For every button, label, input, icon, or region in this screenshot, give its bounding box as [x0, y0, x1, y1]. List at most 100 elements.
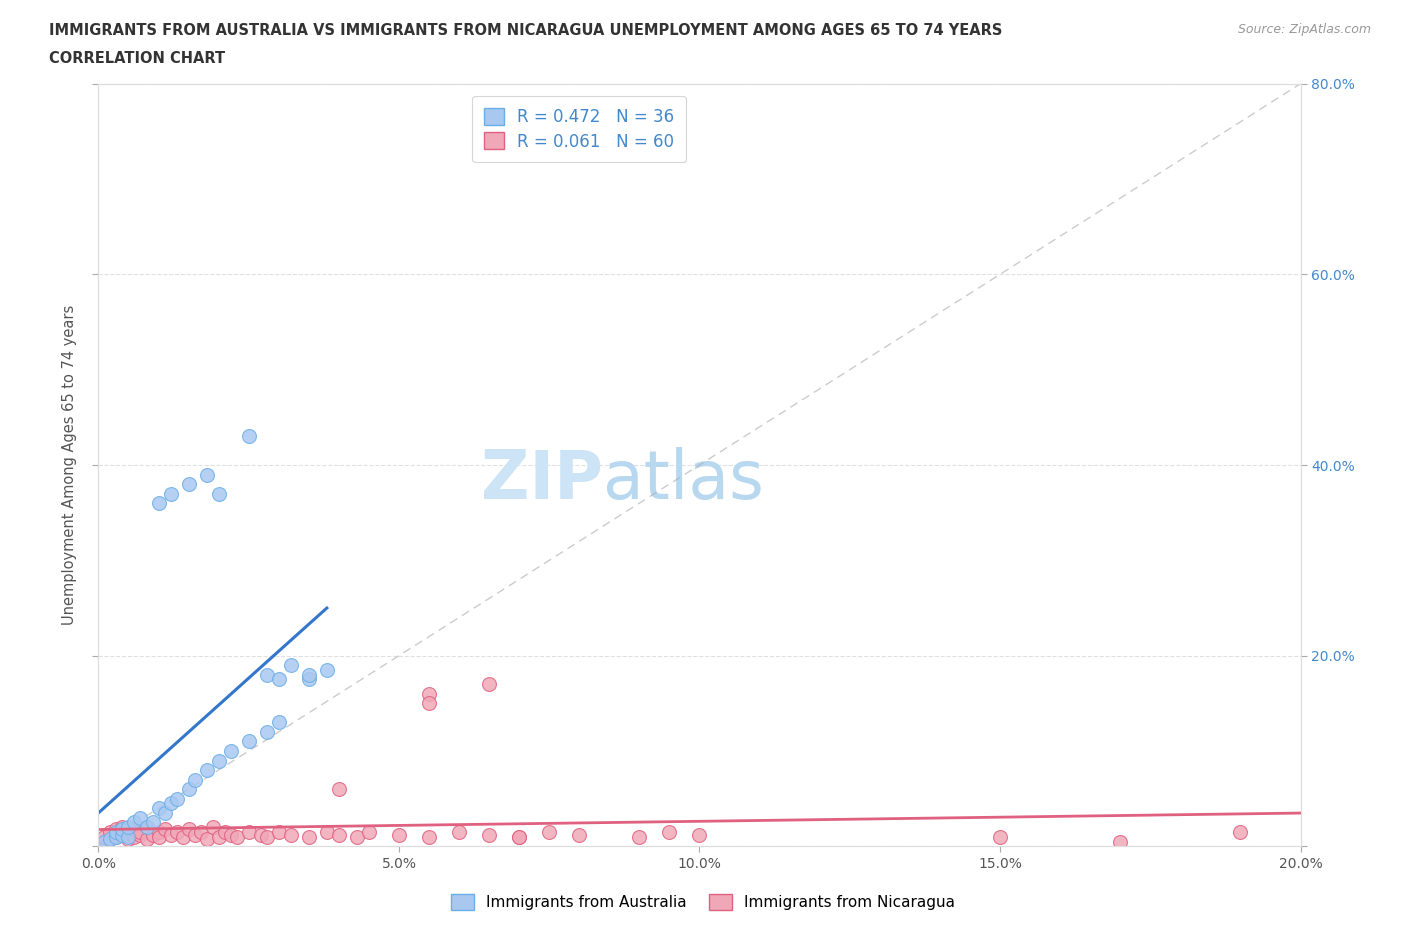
Point	[148, 825, 170, 840]
Point	[249, 828, 271, 843]
Point	[658, 825, 681, 840]
Point	[538, 825, 561, 840]
Point	[357, 825, 380, 840]
Point	[280, 658, 302, 672]
Point	[315, 662, 337, 677]
Point	[148, 801, 170, 816]
Point	[111, 822, 134, 837]
Point	[256, 724, 278, 739]
Point	[111, 828, 134, 843]
Point	[201, 820, 224, 835]
Point	[148, 496, 170, 511]
Point	[111, 828, 134, 843]
Legend: Immigrants from Australia, Immigrants from Nicaragua: Immigrants from Australia, Immigrants fr…	[443, 886, 963, 918]
Point	[153, 822, 176, 837]
Point	[238, 825, 260, 840]
Legend: R = 0.472   N = 36, R = 0.061   N = 60: R = 0.472 N = 36, R = 0.061 N = 60	[472, 96, 686, 162]
Point	[298, 672, 321, 687]
Point	[100, 831, 122, 846]
Point	[225, 830, 247, 844]
Point	[166, 825, 188, 840]
Point	[478, 828, 501, 843]
Point	[183, 772, 205, 787]
Point	[105, 822, 128, 837]
Point	[172, 830, 194, 844]
Point	[93, 830, 115, 844]
Point	[141, 828, 163, 843]
Point	[256, 830, 278, 844]
Point	[328, 781, 350, 796]
Point	[117, 830, 139, 844]
Text: atlas: atlas	[603, 447, 765, 513]
Point	[988, 830, 1011, 844]
Point	[315, 825, 337, 840]
Point	[129, 825, 152, 840]
Point	[159, 486, 181, 501]
Point	[238, 734, 260, 749]
Point	[100, 825, 122, 840]
Point	[418, 686, 440, 701]
Point	[135, 831, 157, 846]
Point	[298, 668, 321, 683]
Point	[141, 815, 163, 830]
Point	[124, 822, 146, 837]
Point	[129, 810, 152, 825]
Point	[568, 828, 591, 843]
Point	[214, 825, 236, 840]
Point	[508, 830, 530, 844]
Text: IMMIGRANTS FROM AUSTRALIA VS IMMIGRANTS FROM NICARAGUA UNEMPLOYMENT AMONG AGES 6: IMMIGRANTS FROM AUSTRALIA VS IMMIGRANTS …	[49, 23, 1002, 38]
Point	[508, 830, 530, 844]
Text: CORRELATION CHART: CORRELATION CHART	[49, 51, 225, 66]
Point	[267, 825, 290, 840]
Point	[135, 820, 157, 835]
Point	[117, 820, 139, 835]
Point	[166, 791, 188, 806]
Point	[388, 828, 411, 843]
Point	[628, 830, 651, 844]
Point	[105, 830, 128, 844]
Point	[1229, 825, 1251, 840]
Point	[117, 831, 139, 846]
Point	[195, 763, 218, 777]
Point	[124, 830, 146, 844]
Point	[256, 668, 278, 683]
Point	[129, 828, 152, 843]
Point	[219, 828, 242, 843]
Point	[195, 831, 218, 846]
Point	[298, 830, 321, 844]
Point	[447, 825, 470, 840]
Y-axis label: Unemployment Among Ages 65 to 74 years: Unemployment Among Ages 65 to 74 years	[62, 305, 77, 625]
Point	[195, 467, 218, 482]
Point	[93, 834, 115, 849]
Point	[117, 825, 139, 840]
Point	[183, 828, 205, 843]
Point	[267, 672, 290, 687]
Point	[208, 830, 231, 844]
Point	[177, 822, 200, 837]
Point	[177, 781, 200, 796]
Point	[208, 753, 231, 768]
Point	[177, 477, 200, 492]
Point	[135, 820, 157, 835]
Point	[159, 828, 181, 843]
Point	[105, 830, 128, 844]
Point	[478, 677, 501, 692]
Point	[238, 429, 260, 444]
Point	[346, 830, 368, 844]
Point	[93, 834, 115, 849]
Point	[190, 825, 212, 840]
Text: Source: ZipAtlas.com: Source: ZipAtlas.com	[1237, 23, 1371, 36]
Point	[148, 830, 170, 844]
Point	[418, 830, 440, 844]
Point	[267, 715, 290, 730]
Text: ZIP: ZIP	[481, 447, 603, 513]
Point	[219, 744, 242, 759]
Point	[100, 831, 122, 846]
Point	[153, 805, 176, 820]
Point	[328, 828, 350, 843]
Point	[111, 820, 134, 835]
Point	[105, 825, 128, 840]
Point	[208, 486, 231, 501]
Point	[159, 796, 181, 811]
Point	[124, 815, 146, 830]
